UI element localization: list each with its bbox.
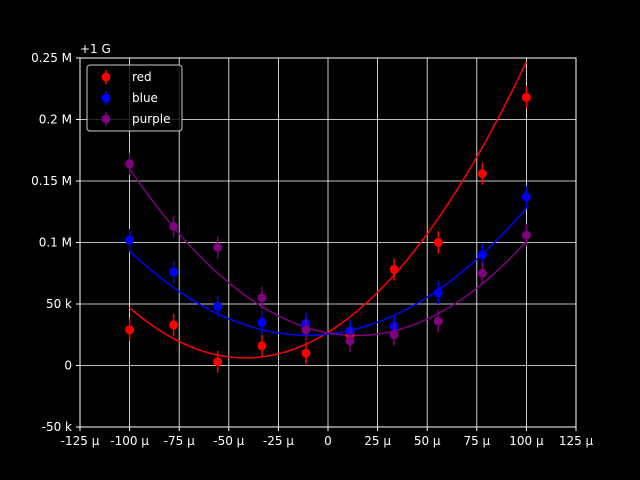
data-point-blue bbox=[477, 250, 487, 260]
x-tick-label: -50 μ bbox=[213, 434, 244, 448]
data-point-purple bbox=[125, 159, 135, 169]
data-point-purple bbox=[169, 222, 179, 232]
data-point-purple bbox=[477, 268, 487, 278]
x-tick-label: -125 μ bbox=[61, 434, 100, 448]
legend-label-red: red bbox=[132, 70, 152, 84]
x-tick-label: 75 μ bbox=[463, 434, 490, 448]
x-tick-label: -75 μ bbox=[164, 434, 195, 448]
legend-box bbox=[86, 64, 183, 132]
x-tick-label: -25 μ bbox=[263, 434, 294, 448]
data-point-blue bbox=[125, 235, 135, 245]
data-point-blue bbox=[257, 317, 267, 327]
data-point-purple bbox=[521, 230, 531, 240]
y-tick-label: 0.2 M bbox=[39, 113, 72, 127]
legend: red blue purple bbox=[86, 64, 183, 132]
legend-label-blue: blue bbox=[132, 91, 158, 105]
y-tick-label: 0.15 M bbox=[31, 174, 72, 188]
data-point-blue bbox=[169, 267, 179, 277]
x-tick-label: 25 μ bbox=[364, 434, 391, 448]
x-tick-label: -100 μ bbox=[110, 434, 149, 448]
fit-curve-blue bbox=[129, 207, 527, 336]
data-point-blue bbox=[433, 288, 443, 298]
legend-marker-purple bbox=[101, 114, 111, 124]
data-point-red bbox=[213, 357, 223, 367]
data-point-blue bbox=[213, 301, 223, 311]
data-point-red bbox=[125, 325, 135, 335]
data-point-purple bbox=[389, 330, 399, 340]
data-point-purple bbox=[345, 336, 355, 346]
data-point-red bbox=[389, 265, 399, 275]
data-point-red bbox=[257, 341, 267, 351]
y-tick-label: 0 bbox=[64, 359, 72, 373]
y-tick-label: -50 k bbox=[42, 420, 72, 434]
data-point-blue bbox=[521, 192, 531, 202]
fit-curves bbox=[128, 61, 528, 359]
legend-label-purple: purple bbox=[132, 112, 171, 126]
data-point-red bbox=[433, 238, 443, 247]
offset-label: +1 G bbox=[80, 42, 111, 56]
axis-ticks: -125 μ -100 μ -75 μ -50 μ -25 μ 0 25 μ 50 μ 75 μ… bbox=[31, 51, 593, 448]
data-point-purple bbox=[301, 325, 311, 335]
data-point-red bbox=[521, 92, 531, 102]
data-point-red bbox=[169, 320, 179, 330]
y-tick-label: 0.1 M bbox=[39, 236, 72, 250]
x-tick-label: 125 μ bbox=[559, 434, 594, 448]
fit-curve-purple bbox=[128, 168, 527, 337]
data-point-red bbox=[301, 348, 311, 358]
data-points bbox=[125, 86, 531, 373]
y-tick-label: 0.25 M bbox=[31, 51, 72, 65]
x-tick-label: 0 bbox=[324, 434, 332, 448]
x-tick-label: 50 μ bbox=[414, 434, 441, 448]
y-tick-label: 50 k bbox=[46, 297, 72, 311]
data-point-purple bbox=[433, 316, 443, 326]
data-point-purple bbox=[257, 293, 267, 303]
data-point-red bbox=[477, 169, 487, 179]
x-tick-label: 100 μ bbox=[509, 434, 544, 448]
legend-marker-red bbox=[101, 72, 111, 82]
legend-marker-blue bbox=[101, 93, 111, 103]
data-point-purple bbox=[213, 242, 223, 252]
